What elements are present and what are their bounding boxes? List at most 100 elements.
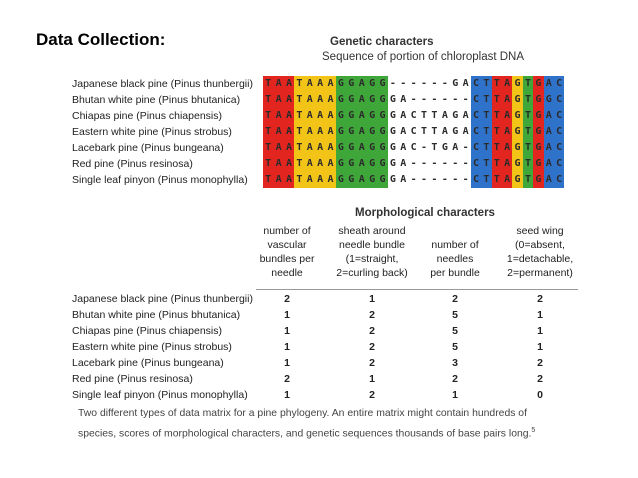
species-label: Japanese black pine (Pinus thunbergii) xyxy=(72,293,253,305)
morph-column-values: 2 1 1 1 1 2 1 xyxy=(277,291,297,403)
header-line: seed wing xyxy=(516,225,564,237)
nucleotide-cell: A xyxy=(543,76,554,92)
nucleotide-cell: C xyxy=(470,124,482,140)
morph-value: 2 xyxy=(369,325,375,337)
nucleotide-cell: G xyxy=(366,108,378,124)
species-label: Single leaf pinyon (Pinus monophylla) xyxy=(72,174,248,186)
nucleotide-cell: A xyxy=(441,126,448,137)
nucleotide-cell: A xyxy=(273,108,284,124)
header-line: 2=permanent) xyxy=(507,267,573,279)
nucleotide-cell: G xyxy=(377,92,388,108)
nucleotide-cell: G xyxy=(389,158,396,169)
species-label: Lacebark pine (Pinus bungeana) xyxy=(72,142,224,154)
nucleotide-cell: G xyxy=(366,172,378,188)
morph-value: 1 xyxy=(284,389,290,401)
nucleotide-cell: A xyxy=(501,172,513,188)
nucleotide-cell: A xyxy=(356,108,367,124)
nucleotide-cell: - xyxy=(400,78,407,89)
nucleotide-cell: A xyxy=(314,124,326,140)
nucleotide-cell: G xyxy=(512,76,523,92)
nucleotide-cell: A xyxy=(501,92,513,108)
nucleotide-cell: T xyxy=(294,108,305,124)
nucleotide-cell: A xyxy=(283,92,295,108)
morph-column-header: number of vascular bundles per needle xyxy=(258,224,316,280)
nucleotide-cell: T xyxy=(294,92,305,108)
nucleotide-cell: - xyxy=(421,94,428,105)
morph-value: 2 xyxy=(537,373,543,385)
nucleotide-cell: T xyxy=(522,108,534,124)
nucleotide-cell: G xyxy=(377,156,388,172)
nucleotide-cell: A xyxy=(304,76,315,92)
nucleotide-cell: T xyxy=(491,172,502,188)
species-label: Chiapas pine (Pinus chiapensis) xyxy=(72,325,222,337)
nucleotide-cell: G xyxy=(366,156,378,172)
nucleotide-cell: - xyxy=(462,174,469,185)
nucleotide-cell: G xyxy=(335,172,347,188)
nucleotide-cell: A xyxy=(273,76,284,92)
species-label: Single leaf pinyon (Pinus monophylla) xyxy=(72,389,248,401)
nucleotide-cell: G xyxy=(346,124,357,140)
header-line: sheath around xyxy=(338,225,406,237)
nucleotide-cell: C xyxy=(470,156,482,172)
nucleotide-cell: A xyxy=(441,110,448,121)
morph-value: 5 xyxy=(452,309,458,321)
nucleotide-cell: T xyxy=(491,156,502,172)
nucleotide-cell: C xyxy=(410,110,417,121)
morph-value: 2 xyxy=(452,373,458,385)
morph-value: 2 xyxy=(284,373,290,385)
nucleotide-cell: - xyxy=(462,158,469,169)
nucleotide-cell: T xyxy=(294,124,305,140)
nucleotide-cell: A xyxy=(543,108,554,124)
caption-footnote: 5 xyxy=(531,427,536,434)
nucleotide-cell: A xyxy=(356,124,367,140)
nucleotide-cell: T xyxy=(294,156,305,172)
nucleotide-cell: C xyxy=(553,140,565,156)
nucleotide-cell: A xyxy=(273,140,284,156)
nucleotide-cell: A xyxy=(304,140,315,156)
nucleotide-cell: A xyxy=(356,172,367,188)
nucleotide-cell: G xyxy=(512,156,523,172)
nucleotide-cell: - xyxy=(431,78,438,89)
nucleotide-cell: G xyxy=(377,172,388,188)
header-divider xyxy=(256,289,578,290)
nucleotide-cell: T xyxy=(491,108,502,124)
nucleotide-cell: - xyxy=(441,174,448,185)
nucleotide-cell: C xyxy=(470,172,482,188)
nucleotide-cell: G xyxy=(346,108,357,124)
nucleotide-cell: G xyxy=(377,124,388,140)
nucleotide-cell: T xyxy=(522,140,534,156)
nucleotide-cell: A xyxy=(501,124,513,140)
nucleotide-cell: A xyxy=(452,142,459,153)
nucleotide-cell: T xyxy=(481,140,492,156)
header-line: 1=detachable, xyxy=(506,253,574,265)
morph-value: 1 xyxy=(369,373,375,385)
morph-value: 3 xyxy=(452,357,458,369)
nucleotide-cell: A xyxy=(543,172,554,188)
nucleotide-cell: C xyxy=(470,140,482,156)
morph-column-values: 2 5 5 5 3 2 1 xyxy=(445,291,465,403)
nucleotide-cell: - xyxy=(410,158,417,169)
nucleotide-cell: T xyxy=(431,110,438,121)
header-line: number of xyxy=(431,239,479,251)
nucleotide-cell: A xyxy=(325,172,336,188)
genetic-subtitle: Sequence of portion of chloroplast DNA xyxy=(322,51,525,63)
nucleotide-cell: A xyxy=(273,172,284,188)
species-label: Japanese black pine (Pinus thunbergii) xyxy=(72,78,253,90)
nucleotide-cell: T xyxy=(491,92,502,108)
morph-value: 2 xyxy=(369,341,375,353)
header-line: needle bundle xyxy=(339,239,405,251)
nucleotide-cell: - xyxy=(389,78,396,89)
nucleotide-cell: - xyxy=(431,94,438,105)
nucleotide-cell: T xyxy=(522,76,534,92)
nucleotide-cell: A xyxy=(501,140,513,156)
nucleotide-cell: T xyxy=(421,126,428,137)
nucleotide-cell: - xyxy=(452,94,459,105)
morph-value: 2 xyxy=(537,293,543,305)
nucleotide-cell: G xyxy=(543,92,554,108)
morph-value: 2 xyxy=(452,293,458,305)
nucleotide-cell: A xyxy=(273,92,284,108)
